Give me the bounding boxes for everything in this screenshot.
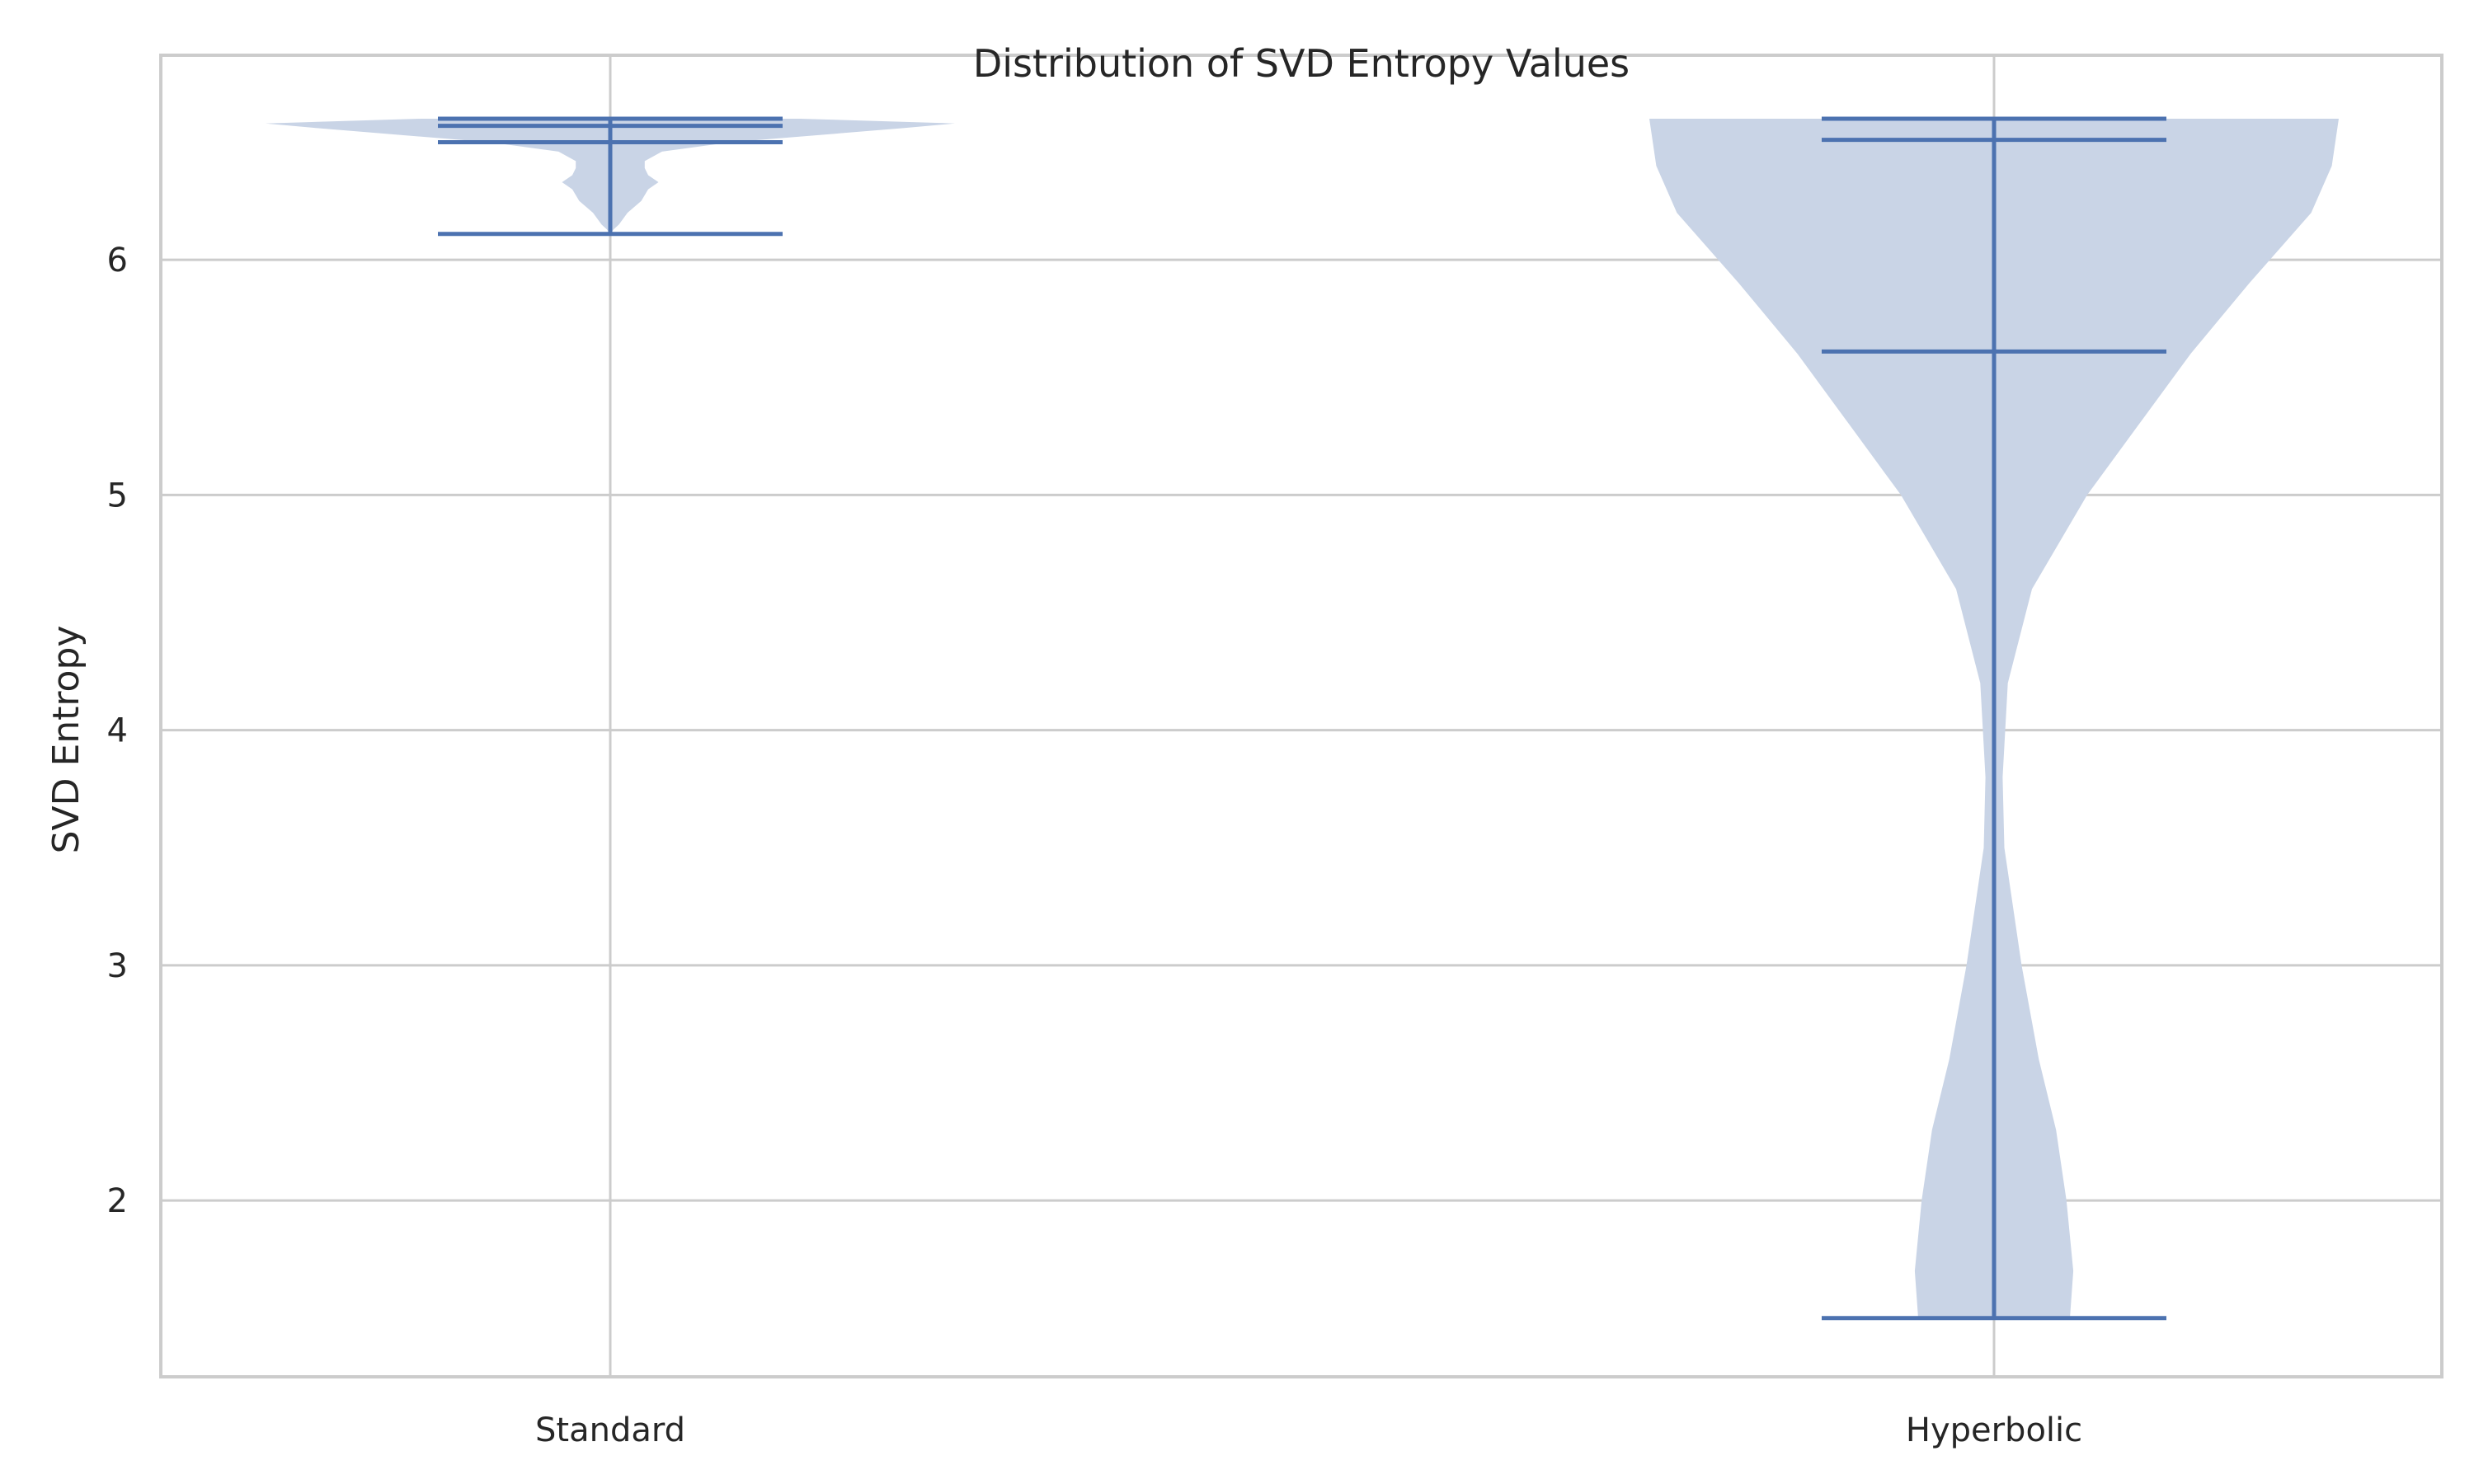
y-tick-label: 4	[107, 712, 128, 750]
y-axis-label: SVD Entropy	[45, 626, 87, 854]
violins	[266, 116, 2339, 1321]
chart-title: Distribution of SVD Entropy Values	[973, 41, 1630, 86]
y-tick-label: 3	[107, 947, 128, 985]
y-tick-label: 6	[107, 242, 128, 279]
plot-frame	[159, 54, 2443, 1378]
y-tick-label: 2	[107, 1182, 128, 1220]
x-tick-label: Hyperbolic	[1906, 1411, 2082, 1449]
x-tick-label: Standard	[535, 1411, 685, 1449]
tick-labels: 2 3 4 5 6 Standard Hyperbolic	[107, 242, 2083, 1449]
y-tick-label: 5	[107, 477, 128, 514]
